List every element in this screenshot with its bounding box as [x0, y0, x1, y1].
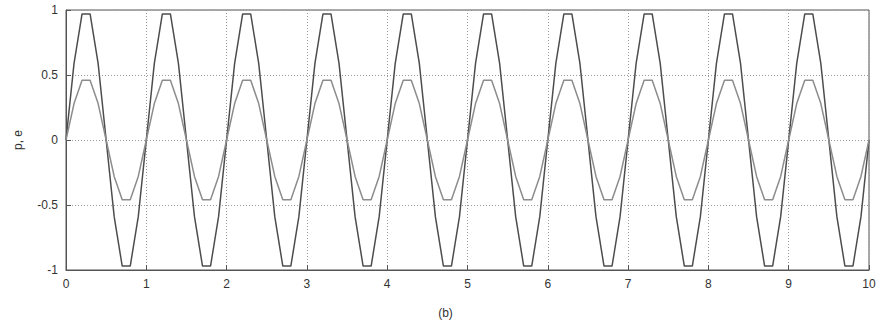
svg-text:7: 7 — [625, 277, 632, 291]
svg-text:8: 8 — [705, 277, 712, 291]
svg-text:3: 3 — [304, 277, 311, 291]
svg-text:p, e: p, e — [11, 130, 25, 150]
svg-text:1: 1 — [51, 3, 58, 17]
svg-text:-0.5: -0.5 — [37, 198, 58, 212]
svg-text:4: 4 — [384, 277, 391, 291]
svg-text:10: 10 — [862, 277, 876, 291]
svg-text:0: 0 — [51, 133, 58, 147]
svg-text:1: 1 — [143, 277, 150, 291]
svg-text:6: 6 — [544, 277, 551, 291]
svg-text:-1: -1 — [47, 263, 58, 277]
svg-text:0.5: 0.5 — [41, 68, 58, 82]
svg-text:2: 2 — [223, 277, 230, 291]
svg-text:5: 5 — [464, 277, 471, 291]
svg-text:0: 0 — [63, 277, 70, 291]
svg-text:9: 9 — [785, 277, 792, 291]
svg-text:(b): (b) — [438, 306, 453, 320]
